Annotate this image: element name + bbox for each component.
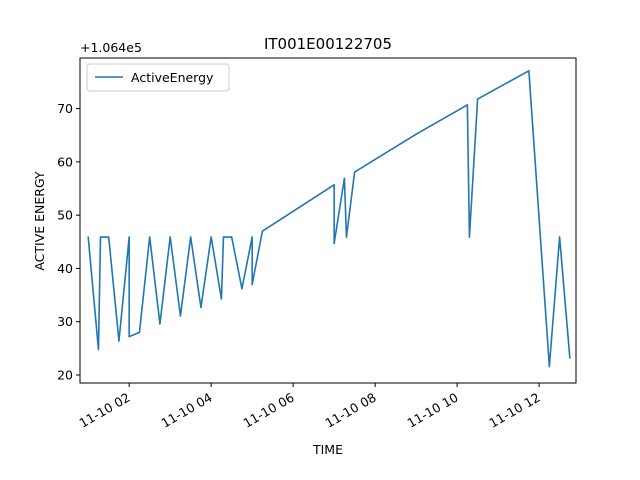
data-point: [138, 331, 141, 334]
data-point: [200, 306, 202, 309]
data-point: [476, 98, 479, 100]
y-tick-label: 40: [57, 261, 73, 276]
data-point: [128, 236, 130, 238]
y-tick-label: 30: [57, 314, 73, 329]
data-point: [169, 236, 171, 238]
x-tick-label: 11-10 10: [404, 390, 460, 431]
y-axis-label: ACTIVE ENERGY: [32, 171, 47, 271]
series-layer: [87, 69, 571, 368]
data-point: [99, 236, 102, 238]
y-tick-label: 20: [57, 368, 73, 383]
data-point: [558, 236, 561, 238]
legend-box: [86, 63, 230, 92]
data-point: [230, 236, 233, 238]
y-tick-label: 50: [57, 208, 73, 223]
chart-title: IT001E00122705: [264, 35, 392, 53]
data-point: [97, 348, 100, 351]
data-point: [222, 236, 225, 238]
y-tick-label: 60: [57, 154, 73, 169]
data-point: [548, 365, 551, 368]
x-tick-label: 11-10 08: [322, 390, 378, 431]
data-point: [468, 236, 471, 238]
x-tick-label: 11-10 12: [486, 390, 542, 431]
data-point: [333, 184, 335, 186]
data-point: [353, 171, 356, 173]
legend-label: ActiveEnergy: [131, 70, 214, 85]
data-point: [528, 69, 530, 72]
plot-frame: [79, 57, 577, 384]
data-point: [415, 133, 417, 135]
y-axis-offset-label: +1.064e5: [80, 40, 142, 55]
x-tick-label: 11-10 04: [159, 390, 215, 431]
y-axis-ticks: 20 30 40 50 60 70: [57, 101, 80, 383]
data-point: [189, 236, 192, 238]
legend: ActiveEnergy: [86, 63, 230, 92]
x-tick-label: 11-10 02: [77, 390, 133, 431]
data-point: [220, 298, 223, 300]
data-point: [128, 335, 130, 338]
y-tick-label: 70: [57, 101, 73, 116]
data-point: [251, 236, 253, 238]
plot-area: [80, 58, 576, 383]
data-point: [333, 242, 335, 245]
data-point: [179, 315, 182, 317]
data-point: [87, 236, 89, 238]
data-point: [466, 104, 469, 106]
data-point: [343, 177, 346, 180]
data-point: [261, 230, 264, 232]
data-point: [118, 340, 120, 342]
data-point: [210, 236, 212, 238]
x-tick-label: 11-10 06: [240, 390, 296, 431]
data-point: [251, 283, 253, 286]
data-point: [345, 236, 348, 238]
data-point: [148, 236, 151, 238]
data-point: [107, 236, 110, 238]
data-point: [241, 287, 243, 290]
x-axis-label: TIME: [312, 442, 343, 457]
x-axis-ticks: 11-10 02 11-10 04 11-10 06 11-10 08 11-10 10…: [77, 383, 543, 431]
data-point: [569, 357, 571, 359]
data-point: [159, 323, 161, 325]
